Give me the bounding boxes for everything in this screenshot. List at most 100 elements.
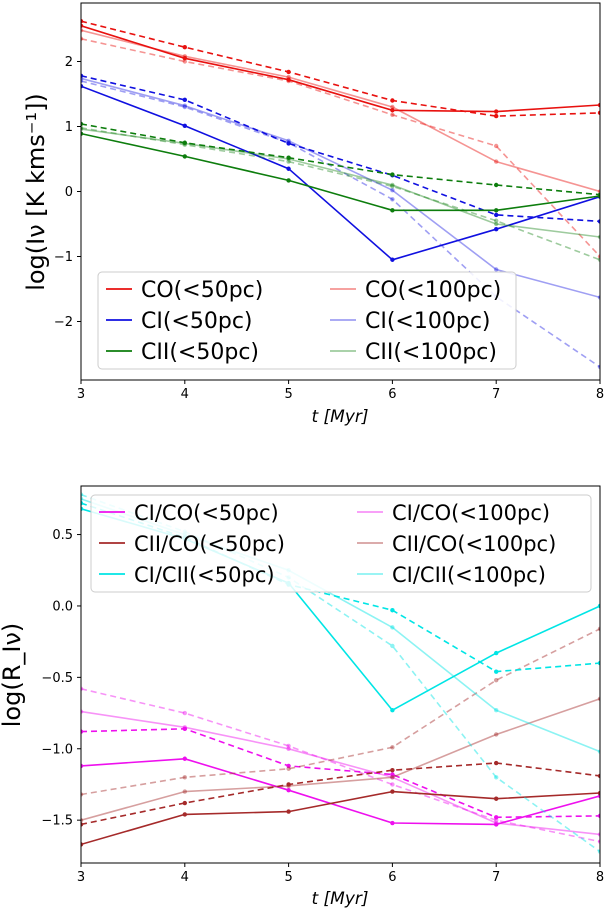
x-tick-label: 8 <box>596 387 604 402</box>
data-point-ci-co-50pc-dashed <box>597 813 600 819</box>
data-point-ci-cii-50pc-solid <box>81 506 84 512</box>
data-point-co-50pc-solid <box>597 102 600 108</box>
data-point-ci-co-100pc-dashed <box>286 743 291 749</box>
x-axis-label: t [Myr] <box>311 407 368 427</box>
data-point-ci-100pc-solid <box>182 103 187 108</box>
data-point-ci-cii-100pc-solid <box>494 708 499 713</box>
legend-label: CO(<50pc) <box>141 278 263 303</box>
data-point-co-50pc-dashed <box>81 19 84 24</box>
data-point-ci-50pc-solid <box>286 166 291 171</box>
data-point-cii-100pc-dashed <box>182 142 187 147</box>
data-point-ci-100pc-dashed <box>182 104 187 110</box>
data-point-ci-co-100pc-dashed <box>494 817 499 823</box>
data-point-cii-co-50pc-solid <box>597 790 600 796</box>
data-point-ci-co-100pc-dashed <box>182 710 187 716</box>
data-point-ci-cii-50pc-dashed <box>390 608 395 613</box>
x-tick-label: 3 <box>77 387 85 402</box>
data-point-ci-50pc-dashed <box>81 73 84 78</box>
x-tick-label: 5 <box>284 387 292 402</box>
legend-label: CI(<50pc) <box>141 309 253 334</box>
data-point-cii-co-50pc-solid <box>81 842 84 847</box>
y-tick-label: 2 <box>65 55 73 70</box>
x-tick-label: 4 <box>181 387 189 402</box>
data-point-cii-50pc-solid <box>494 208 499 213</box>
data-point-ci-co-100pc-dashed <box>390 782 395 787</box>
data-point-ci-cii-100pc-dashed <box>81 492 84 497</box>
data-point-ci-100pc-dashed <box>390 197 395 202</box>
series-line-cii-co-50pc-dashed <box>81 762 600 826</box>
data-point-ci-co-100pc-dashed <box>81 686 84 691</box>
data-point-cii-co-50pc-dashed <box>597 773 600 779</box>
data-point-cii-co-100pc-dashed <box>81 792 84 797</box>
data-point-cii-co-100pc-dashed <box>597 626 600 632</box>
data-point-ci-cii-100pc-dashed <box>494 775 499 780</box>
data-point-cii-co-50pc-solid <box>390 789 395 794</box>
data-point-ci-cii-100pc-solid <box>81 496 84 502</box>
data-point-co-50pc-solid <box>182 56 187 61</box>
data-point-cii-50pc-solid <box>182 154 187 159</box>
data-point-co-100pc-dashed <box>390 112 395 118</box>
series-line-co-100pc-dashed <box>81 38 600 258</box>
legend-label: CI/CO(<50pc) <box>134 501 279 525</box>
data-point-co-100pc-solid <box>81 28 84 33</box>
y-axis-label: log(R_Iν) <box>0 623 26 727</box>
plot-frame <box>80 485 601 864</box>
data-point-ci-50pc-dashed <box>494 212 499 218</box>
data-point-cii-co-50pc-dashed <box>390 767 395 773</box>
data-point-ci-co-50pc-dashed <box>286 763 291 769</box>
data-point-cii-100pc-dashed <box>494 218 499 223</box>
data-point-ci-co-50pc-dashed <box>182 726 187 731</box>
legend-label: CII(<100pc) <box>365 340 497 365</box>
data-point-co-50pc-dashed <box>494 113 499 119</box>
legend: CO(<50pc) CO(<100pc) CI(<50pc) CI(<100pc) CI… <box>97 271 517 370</box>
series-line-cii-50pc-dashed <box>81 123 600 196</box>
data-point-co-100pc-dashed <box>286 78 291 84</box>
x-tick-label: 3 <box>77 870 85 885</box>
data-point-ci-50pc-solid <box>81 84 84 89</box>
data-point-ci-cii-100pc-dashed <box>390 643 395 649</box>
data-point-cii-50pc-dashed <box>494 182 499 188</box>
y-tick-label: 0 <box>65 185 73 200</box>
data-point-cii-co-100pc-solid <box>182 789 187 794</box>
data-point-cii-co-100pc-solid <box>81 817 84 823</box>
data-point-ci-cii-50pc-solid <box>390 708 395 713</box>
legend: CI/CO(<50pc) CI/CO(<100pc) CII/CO(<50pc) CI… <box>90 494 592 593</box>
data-point-ci-co-100pc-solid <box>597 832 600 837</box>
data-point-cii-co-50pc-dashed <box>494 760 499 766</box>
data-point-cii-co-100pc-dashed <box>390 745 395 750</box>
series-line-co-100pc-solid <box>81 29 600 193</box>
data-point-cii-50pc-dashed <box>390 172 395 177</box>
y-tick-label: −1.5 <box>41 814 73 829</box>
data-point-cii-100pc-dashed <box>81 125 84 130</box>
data-point-co-100pc-dashed <box>182 59 187 64</box>
data-point-cii-100pc-dashed <box>390 184 395 189</box>
data-point-ci-50pc-solid <box>182 123 187 129</box>
data-point-cii-co-100pc-dashed <box>182 775 187 780</box>
data-point-co-100pc-dashed <box>494 143 499 149</box>
data-point-cii-co-100pc-solid <box>286 783 291 789</box>
series-line-cii-co-100pc-dashed <box>81 628 600 796</box>
data-point-co-50pc-dashed <box>390 98 395 103</box>
data-point-cii-co-100pc-solid <box>494 732 499 737</box>
data-point-cii-100pc-solid <box>494 221 499 227</box>
data-point-ci-100pc-solid <box>494 267 499 272</box>
data-point-cii-50pc-dashed <box>182 140 187 145</box>
series-line-cii-co-100pc-solid <box>81 698 600 821</box>
data-point-ci-co-100pc-solid <box>286 746 291 751</box>
data-point-cii-co-100pc-solid <box>390 775 395 780</box>
data-point-cii-100pc-dashed <box>597 257 600 262</box>
data-point-ci-co-100pc-solid <box>182 725 187 730</box>
data-point-ci-cii-100pc-solid <box>390 625 395 630</box>
legend-label: CII/CO(<50pc) <box>134 532 285 556</box>
x-tick-label: 6 <box>388 387 396 402</box>
data-point-co-100pc-solid <box>182 54 187 59</box>
data-point-ci-co-100pc-dashed <box>597 839 600 844</box>
series-line-cii-50pc-solid <box>81 132 600 212</box>
data-point-ci-100pc-solid <box>597 295 600 300</box>
data-point-cii-co-50pc-solid <box>286 809 291 814</box>
data-point-ci-co-50pc-dashed <box>390 772 395 777</box>
data-point-ci-co-50pc-solid <box>390 820 395 826</box>
x-tick-label: 7 <box>492 387 500 402</box>
data-point-ci-co-100pc-solid <box>81 709 84 714</box>
